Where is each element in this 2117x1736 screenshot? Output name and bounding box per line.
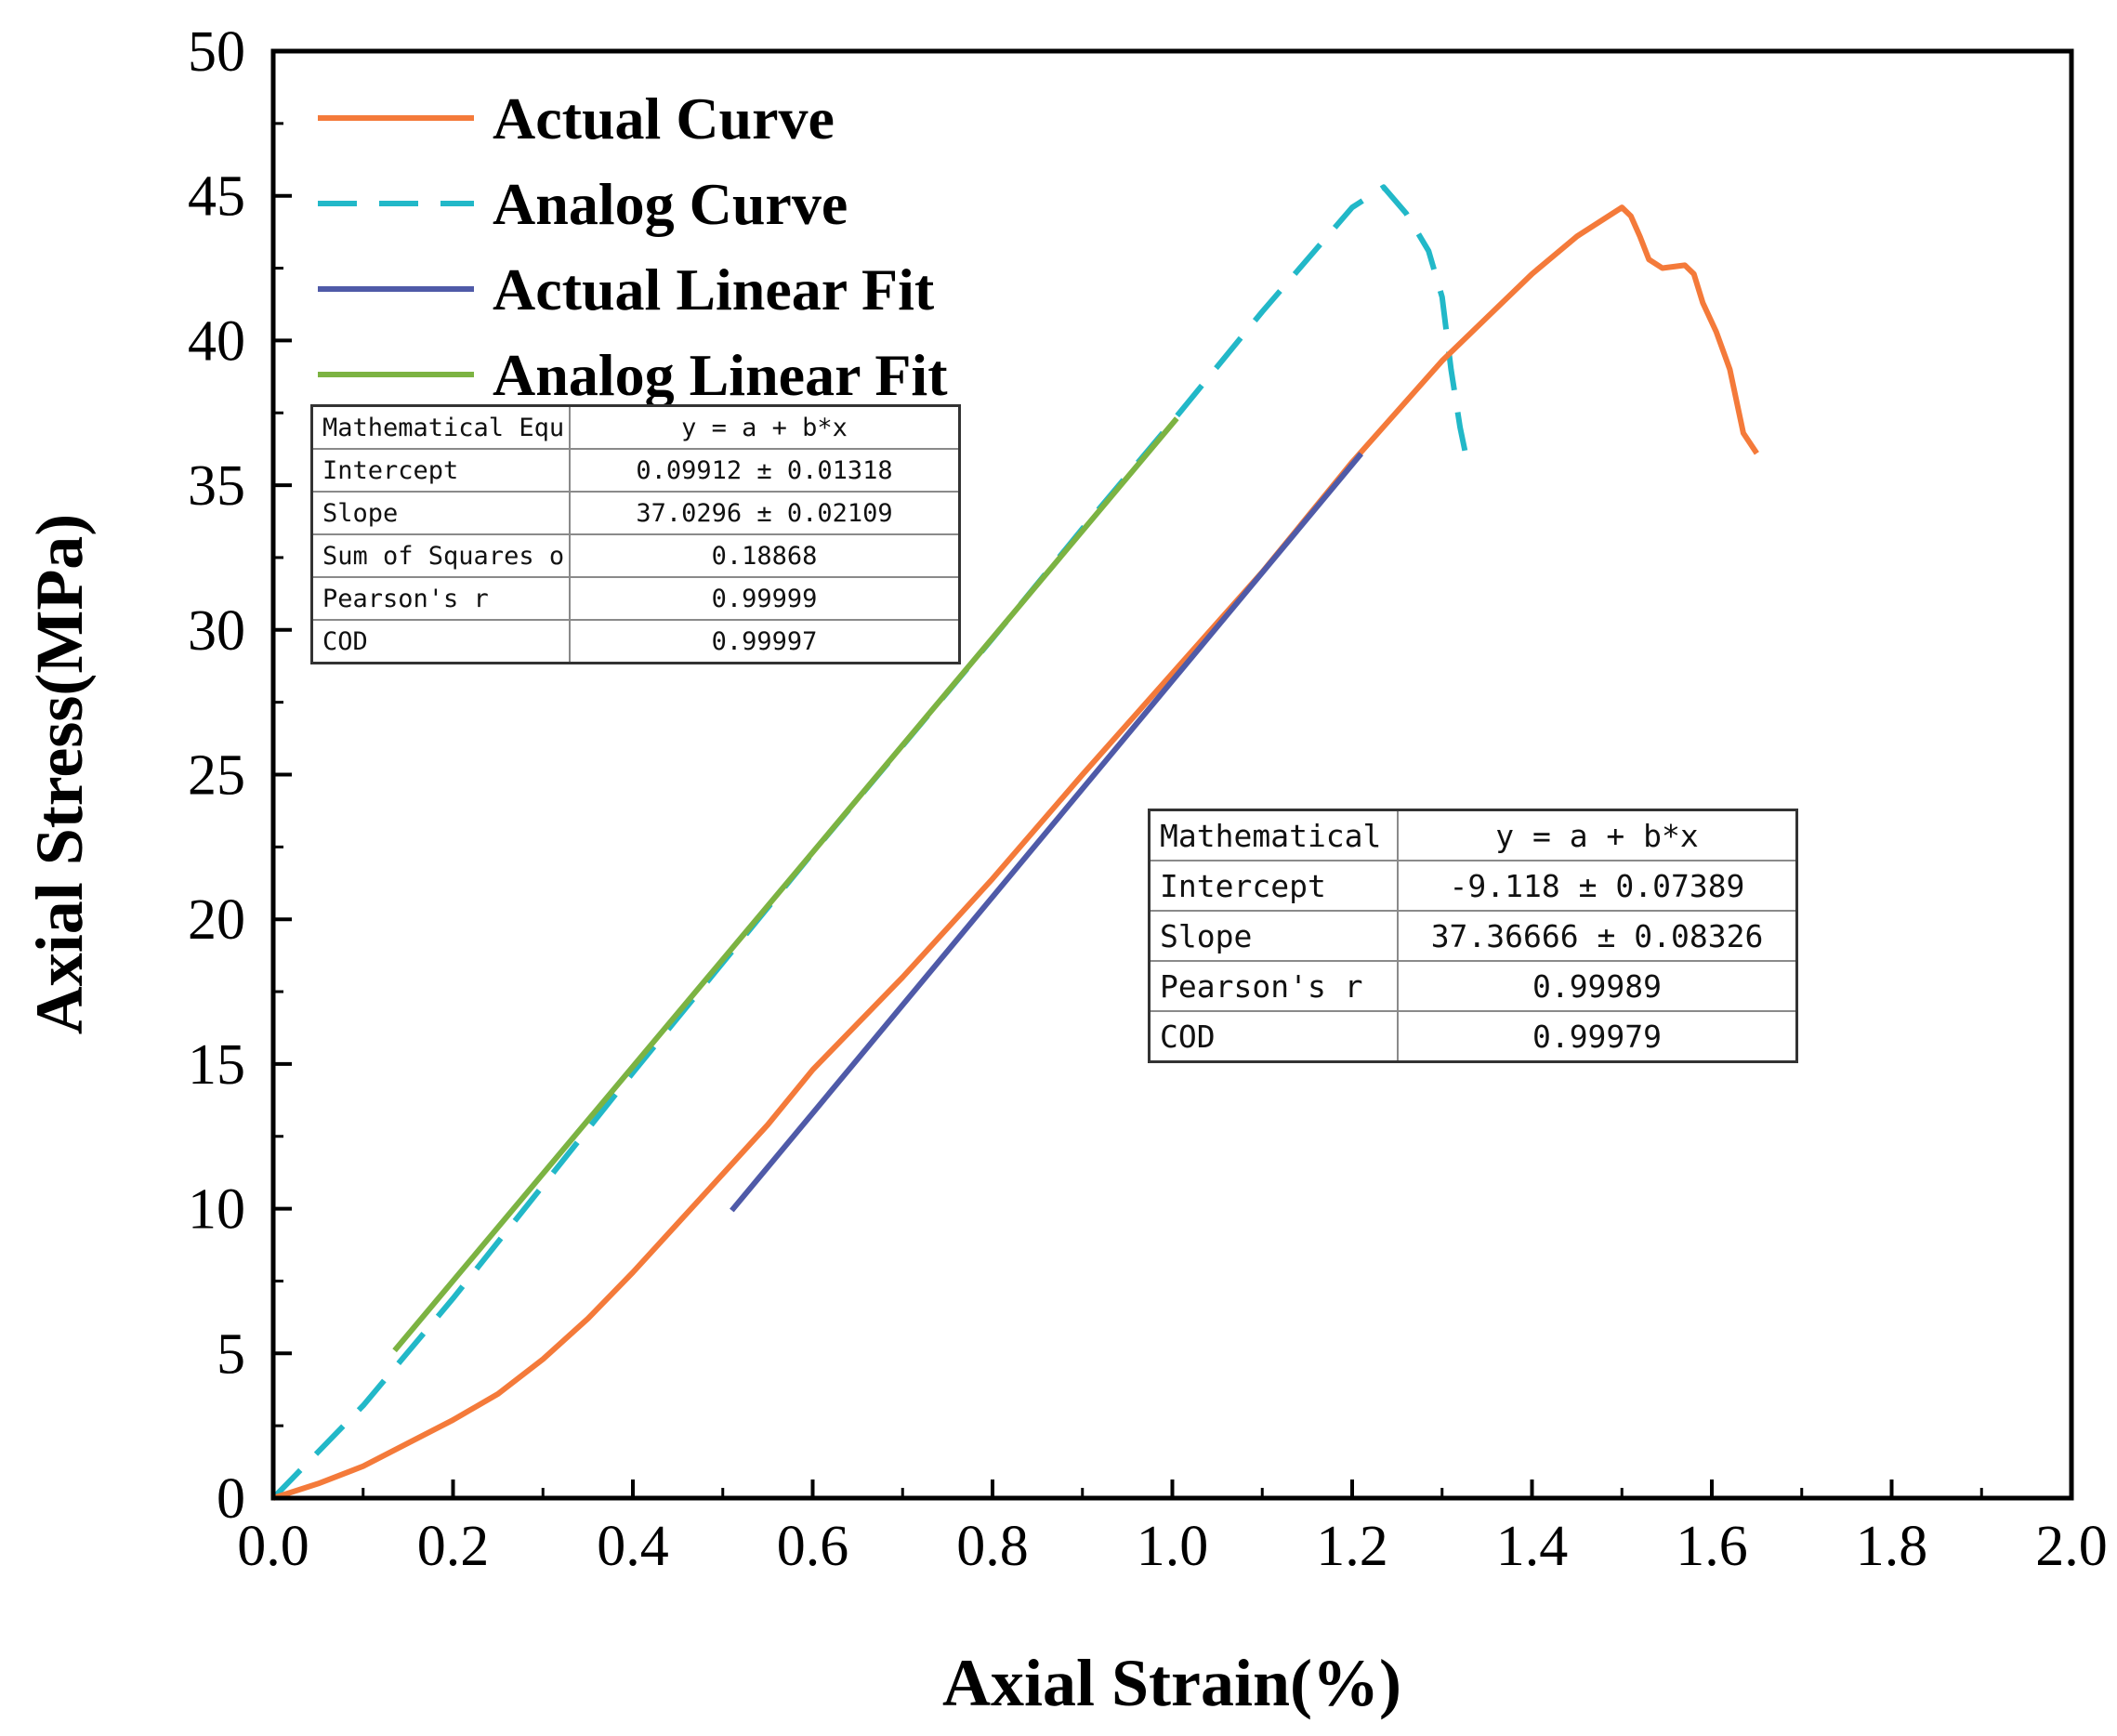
stats-row-value: 37.36666 ± 0.08326 [1397, 910, 1798, 962]
x-tick-label: 0.8 [956, 1515, 1029, 1578]
y-tick-label: 50 [188, 20, 245, 84]
stats-row-value: y = a + b*x [1397, 809, 1798, 861]
stats-row: Pearson's r 0.99999 [310, 576, 961, 621]
stats-row: Slope 37.36666 ± 0.08326 [1148, 910, 1798, 962]
stats-row: Mathematical Equ y = a + b*x [310, 404, 961, 450]
x-tick-label: 1.4 [1496, 1515, 1569, 1578]
series-layer [270, 184, 1759, 1501]
analog-fit-stats-table: Mathematical Equ y = a + b*x Intercept 0.09… [310, 404, 961, 664]
legend-label: Analog Linear Fit [493, 342, 948, 408]
x-tick-label: 1.2 [1316, 1515, 1388, 1578]
stats-row-label: Intercept [1148, 860, 1399, 912]
stats-row-label: Slope [310, 491, 571, 535]
legend-label: Actual Linear Fit [493, 256, 935, 322]
legend-label: Actual Curve [493, 85, 835, 151]
y-tick-label: 25 [188, 744, 245, 808]
x-tick-label: 1.6 [1676, 1515, 1748, 1578]
x-tick-label: 2.0 [2035, 1515, 2108, 1578]
series-line-actual-linear-fit [730, 452, 1364, 1213]
tick-layer: 0.0 0.2 0.4 0.6 0.8 1.0 1.2 1.4 1.6 1.8 2.0 0 5 10 15 2… [188, 20, 2108, 1578]
y-tick-label: 20 [188, 888, 245, 952]
stats-row: Intercept 0.09912 ± 0.01318 [310, 448, 961, 493]
stats-row: Pearson's r 0.99989 [1148, 960, 1798, 1012]
stats-row: COD 0.99997 [310, 619, 961, 664]
stats-row-label: Slope [1148, 910, 1399, 962]
y-tick-label: 10 [188, 1178, 245, 1242]
x-tick-label: 1.8 [1856, 1515, 1928, 1578]
x-tick-label: 0.2 [417, 1515, 490, 1578]
stats-row-value: 0.99999 [569, 576, 961, 621]
stats-row: Sum of Squares o 0.18868 [310, 533, 961, 578]
stats-row: Mathematical y = a + b*x [1148, 809, 1798, 861]
x-tick-label: 0.0 [237, 1515, 309, 1578]
y-tick-label: 40 [188, 309, 245, 373]
stats-row-label: Sum of Squares o [310, 533, 571, 578]
y-axis-title: Axial Stress(MPa) [22, 514, 97, 1035]
y-tick-label: 5 [217, 1322, 245, 1386]
y-tick-label: 30 [188, 599, 245, 663]
stats-row-value: y = a + b*x [569, 404, 961, 450]
x-tick-label: 0.4 [597, 1515, 669, 1578]
stats-row-label: Mathematical [1148, 809, 1399, 861]
series-line-analog-curve [270, 184, 1472, 1501]
stats-row-label: Pearson's r [1148, 960, 1399, 1012]
stats-row-value: 0.99997 [569, 619, 961, 664]
x-axis-title: Axial Strain(%) [942, 1646, 1401, 1720]
x-tick-label: 0.6 [777, 1515, 849, 1578]
stats-row-value: 0.99989 [1397, 960, 1798, 1012]
stats-row-value: 37.0296 ± 0.02109 [569, 491, 961, 535]
series-line-analog-linear-fit [392, 416, 1179, 1353]
stats-row-label: COD [1148, 1010, 1399, 1063]
x-tick-label: 1.0 [1137, 1515, 1209, 1578]
stats-row-label: COD [310, 619, 571, 664]
stats-row-label: Pearson's r [310, 576, 571, 621]
y-tick-label: 0 [217, 1467, 245, 1531]
y-tick-label: 35 [188, 454, 245, 518]
stats-row-value: 0.18868 [569, 533, 961, 578]
y-tick-label: 15 [188, 1033, 245, 1097]
stats-row: Slope 37.0296 ± 0.02109 [310, 491, 961, 535]
stats-row: COD 0.99979 [1148, 1010, 1798, 1063]
stats-row: Intercept -9.118 ± 0.07389 [1148, 860, 1798, 912]
actual-fit-stats-table: Mathematical y = a + b*x Intercept -9.118 ±… [1148, 809, 1798, 1063]
legend-label: Analog Curve [493, 171, 848, 237]
stats-row-value: 0.09912 ± 0.01318 [569, 448, 961, 493]
stats-row-value: 0.99979 [1397, 1010, 1798, 1063]
stats-row-value: -9.118 ± 0.07389 [1397, 860, 1798, 912]
y-tick-label: 45 [188, 165, 245, 229]
stats-row-label: Intercept [310, 448, 571, 493]
legend: Actual Curve Analog Curve Actual Linear Fi… [318, 85, 948, 408]
stats-row-label: Mathematical Equ [310, 404, 571, 450]
